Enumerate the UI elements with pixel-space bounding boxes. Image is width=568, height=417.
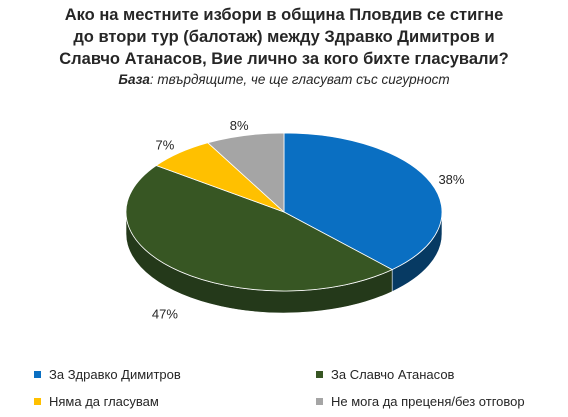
chart-title-line-2: до втори тур (балотаж) между Здравко Дим… [73, 28, 495, 46]
pie-slice-dimitrov [283, 132, 443, 271]
chart-title-line-1: Ако на местните избори в община Пловдив … [64, 6, 504, 24]
pie-slice-atanasov [125, 165, 394, 292]
data-label-dimitrov: 38% [438, 172, 464, 187]
subtitle-text: : твърдящите, че ще гласуват със сигурно… [149, 72, 450, 87]
chart-subtitle: База: твърдящите, че ще гласуват със сиг… [40, 72, 528, 87]
data-label-will-not-vote: 7% [155, 137, 174, 152]
subtitle-label: База [118, 72, 150, 87]
chart-title: Ако на местните избори в община Пловдив … [40, 4, 528, 70]
data-label-undecided: 8% [230, 118, 249, 133]
pie-slice-undecided [207, 132, 285, 213]
data-label-atanasov: 47% [152, 307, 178, 322]
chart-title-line-3: Славчо Атанасов, Вие лично за кого бихте… [59, 50, 509, 68]
